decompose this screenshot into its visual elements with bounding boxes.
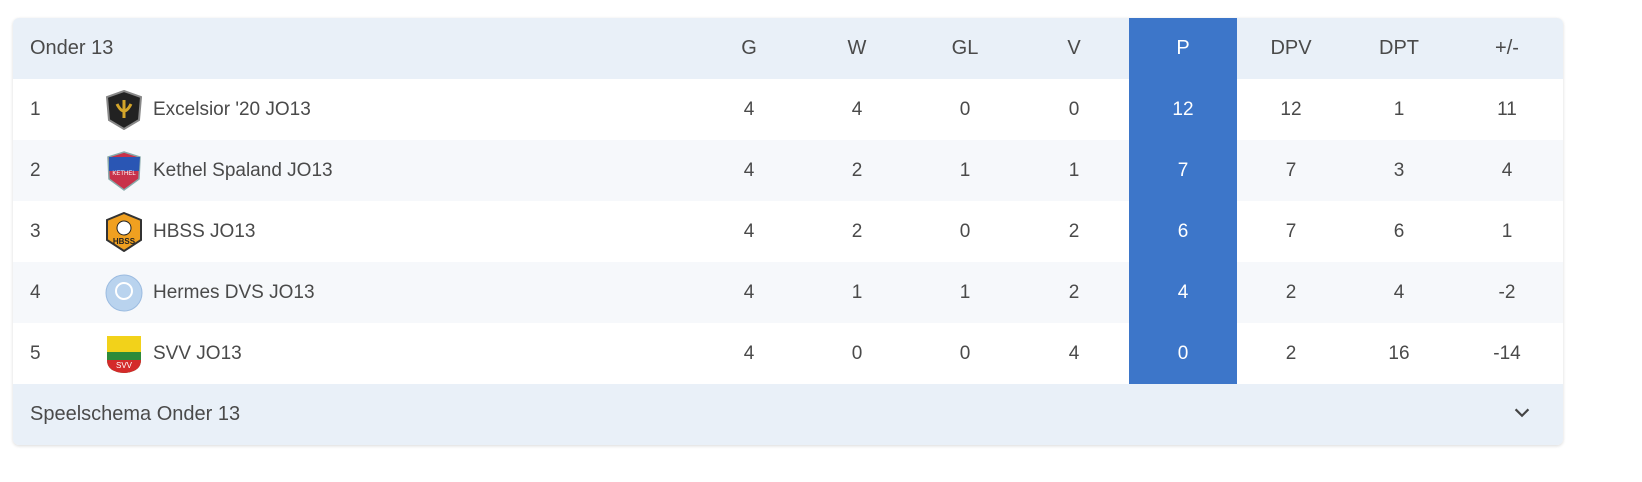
svg-text:HBSS: HBSS — [113, 237, 136, 246]
cell-g: 4 — [743, 98, 755, 120]
cell-p: 7 — [1129, 140, 1237, 201]
col-header-gl: GL — [951, 37, 979, 59]
team-name[interactable]: HBSS JO13 — [153, 220, 256, 242]
team-logo-icon: SVV — [107, 336, 141, 373]
table-header: Onder 13 G W GL V P DPV DPT +/- — [13, 18, 1563, 79]
col-header-dpt: DPT — [1379, 37, 1419, 59]
cell-gl: 0 — [959, 220, 971, 242]
team-logo-icon: HBSS — [106, 212, 142, 252]
competition-title: Onder 13 — [30, 37, 114, 59]
rank: 4 — [30, 281, 41, 303]
rank: 3 — [30, 220, 41, 242]
schedule-toggle[interactable]: Speelschema Onder 13 — [13, 384, 1563, 445]
team-logo-icon: KETHEL — [107, 151, 141, 191]
cell-p: 4 — [1129, 262, 1237, 323]
col-header-p: P — [1129, 18, 1237, 79]
cell-dpt: 3 — [1393, 159, 1405, 181]
svg-text:SVV: SVV — [116, 361, 133, 370]
team-name[interactable]: Excelsior '20 JO13 — [153, 98, 311, 120]
col-header-dpv: DPV — [1270, 37, 1312, 59]
cell-g: 4 — [743, 220, 755, 242]
cell-dpt: 16 — [1388, 342, 1410, 364]
col-header-diff: +/- — [1495, 37, 1519, 59]
team-logo-icon — [105, 90, 143, 130]
cell-dpv: 2 — [1285, 342, 1297, 364]
cell-w: 2 — [851, 159, 863, 181]
cell-v: 4 — [1068, 342, 1080, 364]
table-row[interactable]: 2 KETHEL Kethel Spaland JO13 4 2 1 1 7 7 3 4 — [13, 140, 1563, 201]
cell-w: 0 — [851, 342, 863, 364]
cell-p: 12 — [1129, 79, 1237, 140]
cell-v: 2 — [1068, 281, 1080, 303]
table-row[interactable]: 1 Excelsior '20 JO13 4 4 0 0 12 12 1 11 — [13, 79, 1563, 140]
cell-v: 0 — [1068, 98, 1080, 120]
table-row[interactable]: 3 HBSS HBSS JO13 4 2 0 2 6 7 6 1 — [13, 201, 1563, 262]
schedule-label: Speelschema Onder 13 — [30, 403, 241, 425]
cell-diff: 4 — [1501, 159, 1513, 181]
cell-diff: -14 — [1493, 342, 1521, 364]
cell-p: 0 — [1129, 323, 1237, 384]
standings-table: Onder 13 G W GL V P DPV DPT +/- 1 Excels… — [13, 18, 1563, 445]
cell-v: 1 — [1068, 159, 1080, 181]
rank: 2 — [30, 159, 41, 181]
cell-diff: -2 — [1498, 281, 1516, 303]
cell-v: 2 — [1068, 220, 1080, 242]
table-row[interactable]: 4 Hermes DVS JO13 4 1 1 2 4 2 4 -2 — [13, 262, 1563, 323]
cell-gl: 0 — [959, 342, 971, 364]
rank: 5 — [30, 342, 41, 364]
rank: 1 — [30, 98, 41, 120]
cell-w: 4 — [851, 98, 863, 120]
cell-dpt: 1 — [1393, 98, 1405, 120]
cell-g: 4 — [743, 342, 755, 364]
cell-g: 4 — [743, 281, 755, 303]
team-logo-icon — [105, 274, 143, 312]
cell-g: 4 — [743, 159, 755, 181]
cell-dpv: 2 — [1285, 281, 1297, 303]
cell-w: 1 — [851, 281, 863, 303]
team-name[interactable]: SVV JO13 — [153, 342, 242, 364]
col-header-v: V — [1067, 37, 1081, 59]
cell-dpt: 6 — [1393, 220, 1405, 242]
chevron-down-icon[interactable] — [1511, 402, 1533, 424]
cell-gl: 1 — [959, 281, 971, 303]
col-header-g: G — [741, 37, 757, 59]
col-header-w: W — [847, 37, 867, 59]
cell-dpt: 4 — [1393, 281, 1405, 303]
cell-diff: 11 — [1497, 98, 1517, 120]
cell-p: 6 — [1129, 201, 1237, 262]
cell-w: 2 — [851, 220, 863, 242]
team-name[interactable]: Kethel Spaland JO13 — [153, 159, 333, 181]
cell-dpv: 12 — [1280, 98, 1302, 120]
cell-gl: 0 — [959, 98, 971, 120]
table-row[interactable]: 5 SVV SVV JO13 4 0 0 4 0 2 16 -14 — [13, 323, 1563, 384]
cell-gl: 1 — [959, 159, 971, 181]
cell-dpv: 7 — [1285, 159, 1297, 181]
svg-text:KETHEL: KETHEL — [112, 171, 136, 177]
cell-dpv: 7 — [1285, 220, 1297, 242]
cell-diff: 1 — [1501, 220, 1513, 242]
team-name[interactable]: Hermes DVS JO13 — [153, 281, 315, 303]
